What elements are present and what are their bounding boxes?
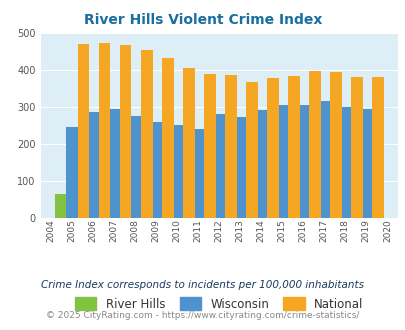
Bar bbox=[297, 105, 308, 218]
Bar bbox=[360, 109, 371, 218]
Bar bbox=[234, 117, 245, 218]
Bar bbox=[108, 109, 119, 218]
Bar bbox=[288, 76, 299, 218]
Bar bbox=[285, 194, 297, 218]
Legend: River Hills, Wisconsin, National: River Hills, Wisconsin, National bbox=[71, 294, 366, 314]
Bar bbox=[213, 114, 224, 218]
Bar bbox=[99, 43, 110, 218]
Bar bbox=[119, 45, 131, 218]
Bar bbox=[150, 122, 162, 218]
Bar bbox=[66, 127, 78, 218]
Bar bbox=[224, 75, 236, 218]
Bar bbox=[139, 194, 150, 218]
Bar bbox=[141, 50, 152, 218]
Bar bbox=[329, 72, 341, 218]
Bar bbox=[201, 194, 213, 218]
Bar bbox=[350, 77, 362, 218]
Bar bbox=[318, 101, 329, 218]
Bar bbox=[348, 193, 360, 218]
Bar bbox=[160, 195, 171, 218]
Text: Crime Index corresponds to incidents per 100,000 inhabitants: Crime Index corresponds to incidents per… bbox=[41, 280, 364, 290]
Bar bbox=[162, 58, 173, 218]
Bar bbox=[192, 129, 203, 218]
Bar bbox=[308, 71, 320, 218]
Bar bbox=[87, 112, 99, 218]
Bar bbox=[266, 79, 278, 218]
Text: © 2025 CityRating.com - https://www.cityrating.com/crime-statistics/: © 2025 CityRating.com - https://www.city… bbox=[46, 311, 359, 320]
Bar bbox=[117, 171, 129, 218]
Bar bbox=[245, 82, 257, 218]
Bar bbox=[129, 116, 141, 218]
Bar bbox=[171, 125, 183, 218]
Bar bbox=[222, 194, 234, 218]
Bar bbox=[371, 77, 383, 218]
Bar bbox=[183, 68, 194, 218]
Bar bbox=[339, 107, 350, 218]
Bar bbox=[276, 105, 288, 218]
Bar bbox=[255, 110, 266, 218]
Bar bbox=[55, 194, 66, 218]
Bar bbox=[203, 74, 215, 218]
Text: River Hills Violent Crime Index: River Hills Violent Crime Index bbox=[83, 13, 322, 27]
Bar bbox=[96, 171, 108, 218]
Bar bbox=[78, 45, 89, 218]
